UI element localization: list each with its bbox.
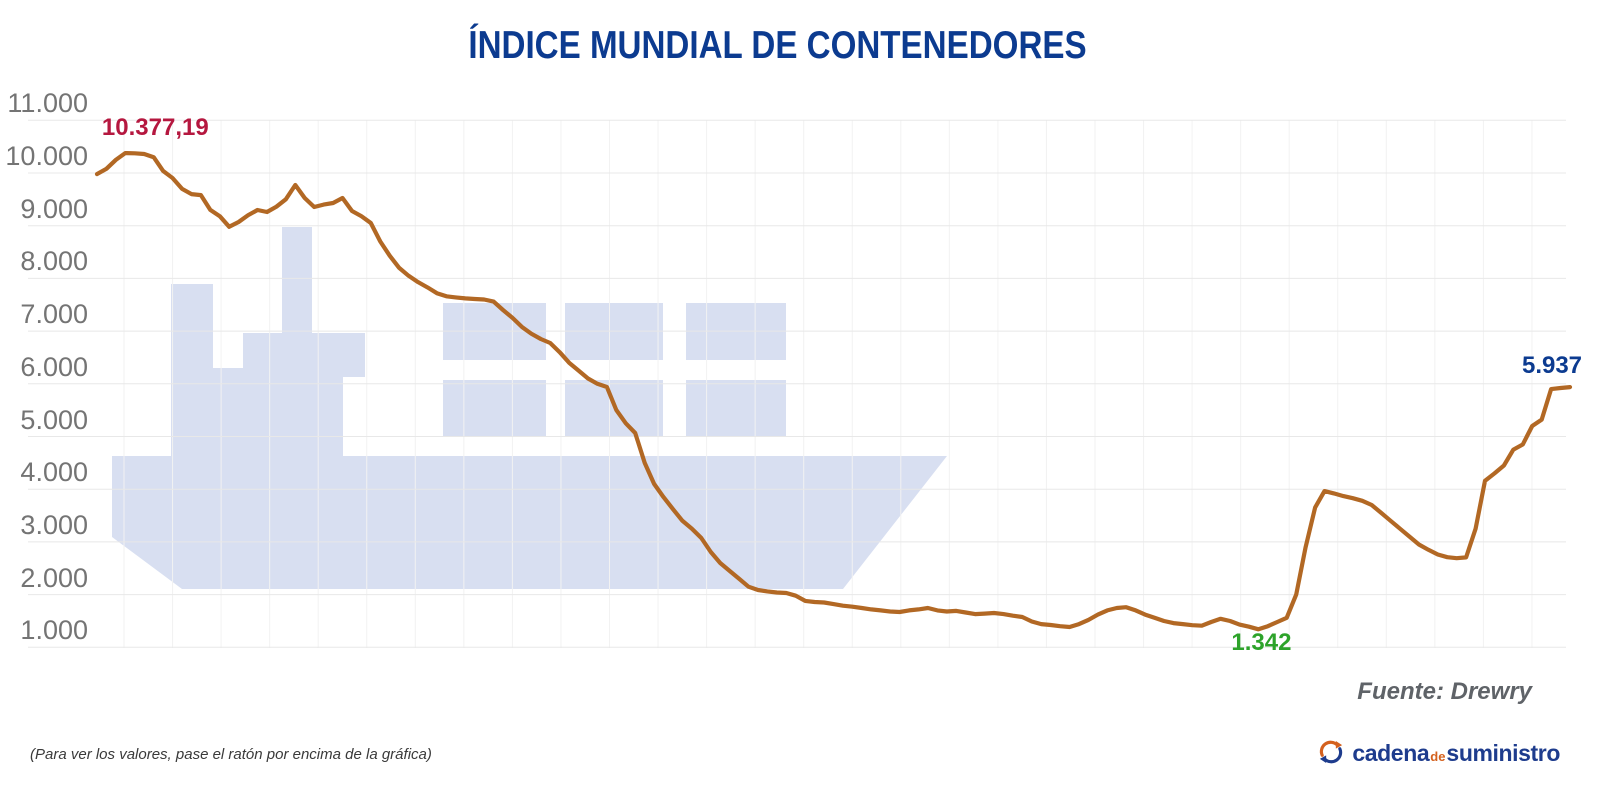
- low-value-label: 1.342: [1231, 629, 1292, 657]
- index-data-line: [94, 151, 1573, 632]
- hover-hint-note: (Para ver los valores, pase el ratón por…: [30, 746, 432, 763]
- y-axis-label: 9.000: [20, 193, 88, 224]
- logo-word-suministro: suministro: [1446, 740, 1560, 766]
- y-axis-label: 11.000: [7, 88, 88, 119]
- logo-word-cadena: cadena: [1352, 740, 1430, 766]
- peak-value-label: 10.377,19: [101, 114, 209, 142]
- source-attribution: Fuente: Drewry: [1357, 678, 1532, 705]
- latest-value-label: 5.937: [1521, 352, 1583, 380]
- logo-word-de: de: [1430, 749, 1446, 764]
- site-logo[interactable]: cadena de suministro: [1318, 739, 1560, 766]
- refresh-arrows-icon: [1320, 740, 1343, 764]
- y-axis-label: 10.000: [5, 141, 88, 171]
- chart-title: ÍNDICE MUNDIAL DE CONTENEDORES: [468, 24, 1087, 67]
- y-axis-label: 1.000: [20, 615, 88, 646]
- y-axis-label: 5.000: [20, 404, 88, 435]
- y-axis-label: 3.000: [20, 509, 88, 540]
- y-axis-label: 4.000: [20, 457, 88, 488]
- y-axis-label: 7.000: [20, 299, 88, 330]
- y-axis-label: 2.000: [20, 562, 88, 593]
- container-ship-watermark: [112, 227, 947, 589]
- y-axis-label: 6.000: [20, 351, 88, 382]
- y-axis-label: 8.000: [20, 246, 88, 277]
